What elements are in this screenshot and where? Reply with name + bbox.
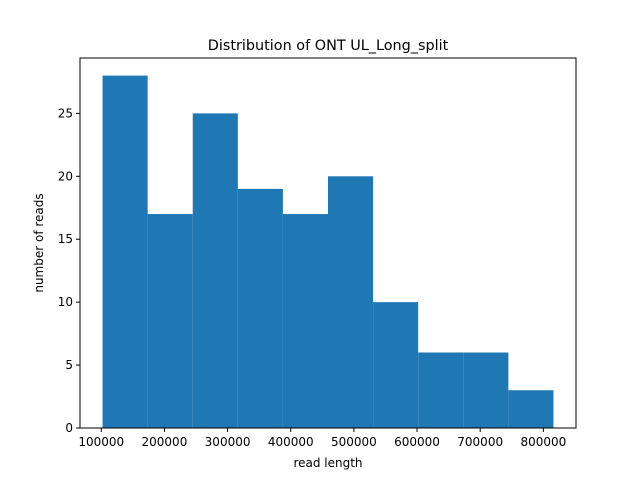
plot-frame: [79, 57, 577, 429]
histogram-bar-1: [102, 75, 148, 428]
y-tick-label: 25: [58, 106, 73, 120]
chart-title: Distribution of ONT UL_Long_split: [208, 38, 449, 54]
x-tick-label: 100000: [78, 435, 124, 449]
histogram-bar-2: [147, 214, 193, 428]
histogram-bar-10: [508, 390, 554, 428]
x-tick-label: 200000: [142, 435, 188, 449]
y-tick-label: 15: [58, 232, 73, 246]
x-tick-label: 600000: [394, 435, 440, 449]
x-axis-label: read length: [293, 456, 362, 470]
x-axis-ticks: 100000 200000 300000 400000 500000 600000 7000…: [78, 428, 566, 449]
x-tick-label: 700000: [457, 435, 503, 449]
histogram-bar-9: [463, 352, 509, 428]
y-axis-label: number of reads: [32, 193, 46, 292]
histogram-bar-4: [237, 188, 283, 428]
x-tick-label: 800000: [520, 435, 566, 449]
y-tick-label: 20: [58, 169, 73, 183]
x-tick-label: 400000: [268, 435, 314, 449]
histogram-bar-3: [192, 113, 238, 429]
histogram-bar-8: [418, 352, 464, 428]
x-tick-label: 500000: [331, 435, 377, 449]
histogram-bar-7: [373, 302, 419, 428]
histogram-bar-5: [282, 214, 328, 428]
y-tick-label: 5: [65, 358, 73, 372]
bars-group: [102, 75, 554, 429]
y-tick-label: 10: [58, 295, 73, 309]
histogram-bar-6: [328, 176, 374, 428]
y-tick-label: 0: [65, 421, 73, 435]
y-axis-ticks: 0 5 10 15 20 25: [58, 106, 80, 435]
x-tick-label: 300000: [205, 435, 251, 449]
